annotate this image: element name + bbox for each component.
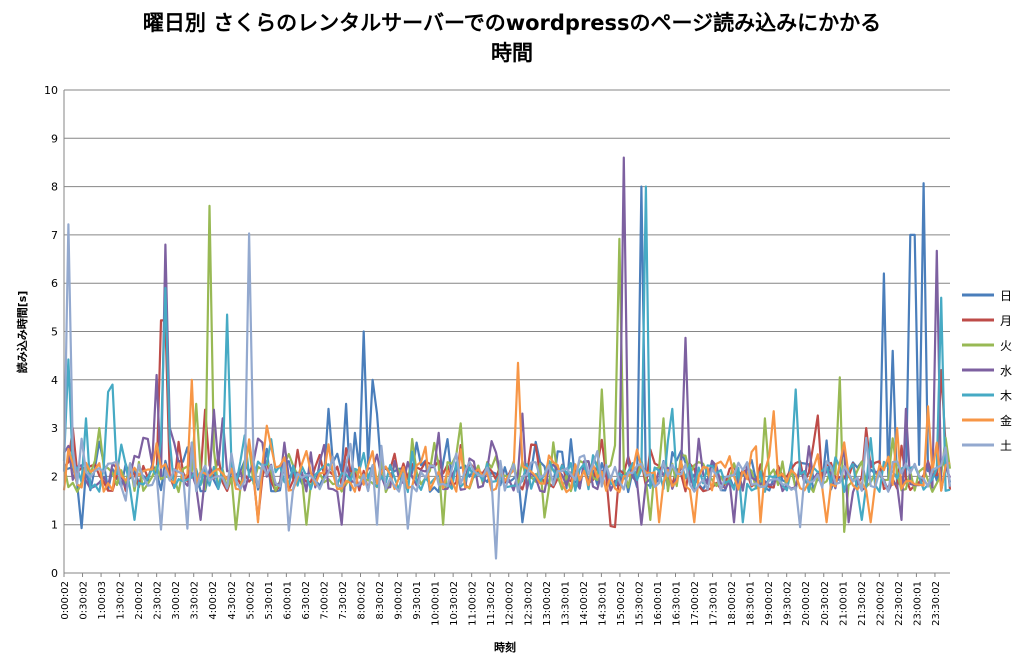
x-tick-label: 0:00:02 [60, 581, 71, 620]
y-axis-title: 読み込み時間[s] [15, 291, 29, 374]
x-tick-label: 3:00:02 [171, 581, 182, 620]
x-tick-label: 4:00:02 [208, 581, 219, 620]
y-tick-label: 8 [51, 181, 58, 194]
axes [63, 90, 950, 577]
x-tick-label: 10:30:02 [449, 581, 460, 626]
x-tick-label: 14:30:01 [597, 581, 608, 626]
x-tick-label: 16:00:01 [653, 581, 664, 626]
x-tick-label: 14:00:02 [579, 581, 590, 626]
x-tick-label: 7:00:02 [319, 581, 330, 620]
legend-label: 日 [1000, 289, 1012, 303]
x-tick-label: 18:30:01 [746, 581, 757, 626]
y-tick-label: 4 [51, 374, 58, 387]
y-tick-label: 1 [51, 519, 58, 532]
x-tick-label: 13:00:02 [542, 581, 553, 626]
chart-title: 曜日別 さくらのレンタルサーバーでのwordpressのページ読み込みにかかる … [0, 8, 1024, 68]
x-tick-label: 11:30:02 [486, 581, 497, 626]
x-tick-label: 17:30:01 [709, 581, 720, 626]
x-tick-label: 6:30:02 [301, 581, 312, 620]
x-tick-label: 22:30:02 [894, 581, 905, 626]
x-tick-label: 8:00:02 [356, 581, 367, 620]
x-tick-label: 3:30:02 [190, 581, 201, 620]
x-tick-label: 0:30:02 [79, 581, 90, 620]
legend-label: 月 [1000, 314, 1012, 328]
x-tick-label: 8:30:02 [375, 581, 386, 620]
x-tick-label: 6:00:01 [282, 581, 293, 620]
legend-label: 木 [1000, 389, 1012, 403]
x-tick-label: 21:30:02 [857, 581, 868, 626]
x-tick-label: 1:30:02 [116, 581, 127, 620]
x-tick-label: 9:30:01 [412, 581, 423, 620]
y-tick-label: 6 [51, 277, 58, 290]
x-tick-label: 7:30:02 [338, 581, 349, 620]
chart-title-line1: 曜日別 さくらのレンタルサーバーでのwordpressのページ読み込みにかかる [142, 11, 882, 35]
y-tick-label: 2 [51, 470, 58, 483]
x-tick-label: 2:30:02 [153, 581, 164, 620]
x-tick-label: 2:00:02 [134, 581, 145, 620]
x-tick-label: 15:00:02 [616, 581, 627, 626]
series-lines [62, 156, 952, 560]
x-axis-title: 時刻 [494, 640, 516, 654]
y-tick-label: 5 [51, 326, 58, 339]
x-tick-label: 15:30:02 [634, 581, 645, 626]
legend-label: 水 [1000, 364, 1012, 378]
x-tick-label: 12:00:02 [505, 581, 516, 626]
x-tick-label: 13:30:01 [560, 581, 571, 626]
x-tick-label: 5:30:01 [264, 581, 275, 620]
chart-title-line2: 時間 [491, 41, 533, 65]
x-tick-label: 19:00:02 [764, 581, 775, 626]
y-tick-label: 7 [51, 229, 58, 242]
legend-label: 火 [1000, 339, 1012, 353]
legend-label: 土 [1000, 439, 1012, 453]
x-tick-label: 10:00:01 [431, 581, 442, 626]
x-tick-label: 23:00:01 [912, 581, 923, 626]
series-line-7 [62, 223, 952, 560]
x-tick-label: 21:00:01 [838, 581, 849, 626]
x-tick-labels: 0:00:02 0:30:02 1:00:03 1:30:02 2:00:02 2:30:… [60, 581, 942, 626]
x-tick-label: 5:00:02 [245, 581, 256, 620]
x-tick-label: 22:00:02 [875, 581, 886, 626]
x-tick-label: 23:30:02 [931, 581, 942, 626]
y-tick-label: 0 [51, 567, 58, 580]
x-tick-label: 20:00:02 [801, 581, 812, 626]
x-tick-label: 1:00:03 [97, 581, 108, 620]
x-tick-label: 17:00:02 [690, 581, 701, 626]
x-tick-label: 9:00:02 [394, 581, 405, 620]
x-tick-label: 4:30:02 [227, 581, 238, 620]
y-tick-labels: 0 1 2 3 4 5 6 7 8 9 10 [44, 84, 58, 580]
x-tick-label: 19:30:02 [783, 581, 794, 626]
x-tick-label: 20:30:02 [820, 581, 831, 626]
x-tick-label: 16:30:01 [672, 581, 683, 626]
x-tick-label: 12:30:02 [523, 581, 534, 626]
grid-lines [64, 89, 950, 574]
y-tick-label: 10 [44, 84, 58, 97]
y-tick-label: 3 [51, 422, 58, 435]
x-tick-label: 11:00:02 [468, 581, 479, 626]
legend-label: 金 [1000, 413, 1012, 428]
y-tick-label: 9 [51, 132, 58, 145]
x-tick-label: 18:00:02 [727, 581, 738, 626]
